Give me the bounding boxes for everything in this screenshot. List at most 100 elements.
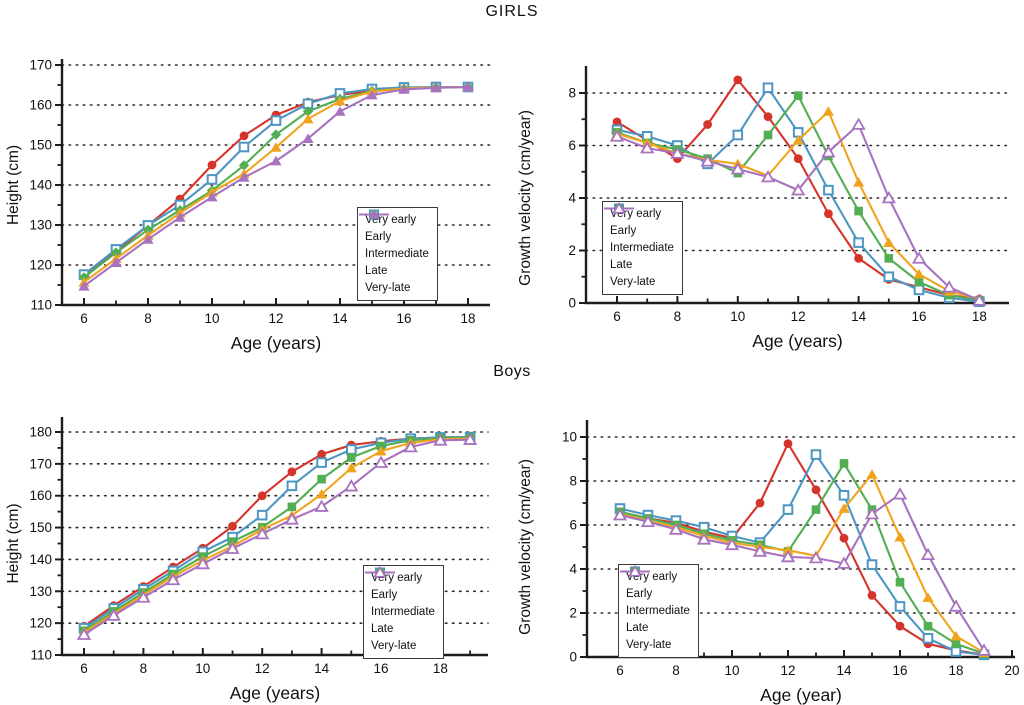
svg-text:160: 160	[29, 98, 52, 113]
svg-text:8: 8	[140, 661, 148, 676]
legend-item-label: Late	[610, 259, 633, 271]
svg-text:6: 6	[613, 309, 621, 324]
legend-item-label: Late	[365, 265, 388, 277]
svg-text:16: 16	[911, 309, 926, 324]
y-axis: 110 120 130 140 150 160 170	[29, 58, 62, 313]
x-axis-label: Age (year)	[760, 685, 842, 705]
svg-text:120: 120	[29, 258, 52, 273]
boys-velocity-legend: Very early Early Intermediate Late Very-late	[618, 564, 699, 658]
svg-text:20: 20	[1004, 663, 1019, 678]
girls-velocity-legend: Very early Early Intermediate Late Very-late	[602, 201, 683, 295]
svg-text:10: 10	[724, 663, 739, 678]
legend-item-label: Early	[365, 231, 392, 243]
svg-text:12: 12	[268, 311, 283, 326]
girls-height-chart-area: 6 8 10 12 14 16 18 110 120 130 140 150 160 170 Age (ye…	[0, 0, 512, 360]
svg-text:18: 18	[972, 309, 987, 324]
svg-text:140: 140	[29, 552, 52, 567]
svg-text:2: 2	[569, 606, 577, 621]
boys-section-title: Boys	[493, 363, 531, 380]
boys-velocity-chart-area: 6 8 10 12 14 16 18 20 0 2 4 6 8 10 Age (year) Growth ve…	[512, 360, 1024, 705]
svg-text:6: 6	[80, 661, 88, 676]
svg-text:8: 8	[144, 311, 152, 326]
svg-text:150: 150	[29, 520, 52, 535]
svg-text:14: 14	[332, 311, 348, 326]
svg-text:130: 130	[29, 584, 52, 599]
legend-item: Late	[359, 209, 429, 278]
boys-height-legend: Very early Early Intermediate Late Very-late	[363, 565, 444, 659]
x-axis-label: Age (years)	[231, 333, 321, 353]
series-very-late	[612, 487, 992, 656]
svg-text:6: 6	[568, 138, 576, 153]
legend-item-label: Very-late	[365, 282, 411, 294]
legend-item: Very-late	[359, 209, 429, 295]
legend-item: Intermediate	[365, 568, 435, 619]
legend-item-label: Intermediate	[610, 242, 674, 254]
y-axis-label: Height (cm)	[5, 503, 22, 583]
y-axis-label: Growth velocity (cm/year)	[517, 110, 534, 286]
svg-text:6: 6	[569, 518, 577, 533]
svg-text:8: 8	[672, 663, 680, 678]
boys-velocity-chart: 6 8 10 12 14 16 18 20 0 2 4 6 8 10 Age (year) Growth ve…	[517, 420, 1020, 705]
series-very-late	[76, 432, 478, 640]
triangle-open-marker-icon	[620, 565, 650, 577]
svg-text:18: 18	[948, 663, 963, 678]
series-very-late	[78, 81, 474, 291]
svg-text:12: 12	[791, 309, 806, 324]
svg-text:120: 120	[29, 616, 52, 631]
svg-text:8: 8	[674, 309, 682, 324]
legend-item-label: Late	[626, 622, 649, 634]
y-axis: 110 120 130 140 150 160 170 180	[29, 425, 62, 663]
girls-height-chart: 6 8 10 12 14 16 18 110 120 130 140 150 160 170 Age (ye…	[5, 58, 491, 353]
girls-velocity-chart: 6 8 10 12 14 16 18 0 2 4 6 8 Age (years) Growth veloc…	[517, 66, 1010, 351]
boys-height-chart-area: 6 8 10 12 14 16 18 110 120 130 140 150 160 170 180 Age …	[0, 360, 512, 705]
legend-item: Early	[620, 566, 690, 601]
legend-item: Late	[365, 567, 435, 636]
x-axis: 6 8 10 12 14 16 18	[613, 296, 987, 324]
svg-text:14: 14	[314, 661, 330, 676]
svg-text:0: 0	[569, 650, 577, 665]
legend-item-label: Very-late	[371, 640, 417, 652]
svg-text:8: 8	[568, 86, 576, 101]
svg-text:170: 170	[29, 58, 52, 73]
legend-item: Intermediate	[604, 204, 674, 255]
x-axis: 6 8 10 12 14 16 18 20	[616, 650, 1020, 678]
legend-item: Late	[620, 566, 690, 635]
svg-text:18: 18	[460, 311, 475, 326]
legend-item-label: Intermediate	[371, 606, 435, 618]
svg-text:10: 10	[562, 430, 577, 445]
axes	[584, 66, 1009, 305]
boys-height-chart: 6 8 10 12 14 16 18 110 120 130 140 150 160 170 180 Age …	[5, 417, 489, 703]
legend-item: Very-late	[620, 565, 690, 652]
legend-item: Intermediate	[620, 567, 690, 618]
legend-item-label: Intermediate	[365, 248, 429, 260]
svg-text:130: 130	[29, 218, 52, 233]
legend-item: Early	[604, 203, 674, 238]
svg-text:4: 4	[569, 562, 577, 577]
svg-text:170: 170	[29, 456, 52, 471]
svg-text:10: 10	[195, 661, 210, 676]
girls-velocity-chart-area: 6 8 10 12 14 16 18 0 2 4 6 8 Age (years) Growth veloc…	[512, 0, 1024, 360]
svg-text:8: 8	[569, 474, 577, 489]
triangle-open-marker-icon	[604, 202, 634, 214]
x-axis-label: Age (years)	[230, 683, 320, 703]
svg-text:2: 2	[568, 243, 576, 258]
y-axis: 0 2 4 6 8	[568, 86, 586, 311]
series-very-late	[609, 117, 987, 306]
svg-text:0: 0	[568, 296, 576, 311]
legend-item-label: Early	[371, 589, 398, 601]
girls-height-legend: Very early Early Intermediate Late Very-late	[357, 207, 438, 301]
svg-text:6: 6	[616, 663, 624, 678]
svg-text:6: 6	[80, 311, 88, 326]
legend-item: Very-late	[365, 566, 435, 653]
legend-item: Very-late	[604, 202, 674, 289]
y-axis-label: Height (cm)	[5, 145, 22, 225]
svg-text:4: 4	[568, 191, 576, 206]
y-axis: 0 2 4 6 8 10	[562, 430, 587, 665]
legend-item-label: Intermediate	[626, 605, 690, 617]
triangle-marker-icon	[359, 209, 389, 219]
svg-text:110: 110	[30, 298, 52, 313]
x-axis-label: Age (years)	[752, 331, 842, 351]
svg-text:14: 14	[851, 309, 867, 324]
triangle-open-marker-icon	[365, 566, 395, 578]
